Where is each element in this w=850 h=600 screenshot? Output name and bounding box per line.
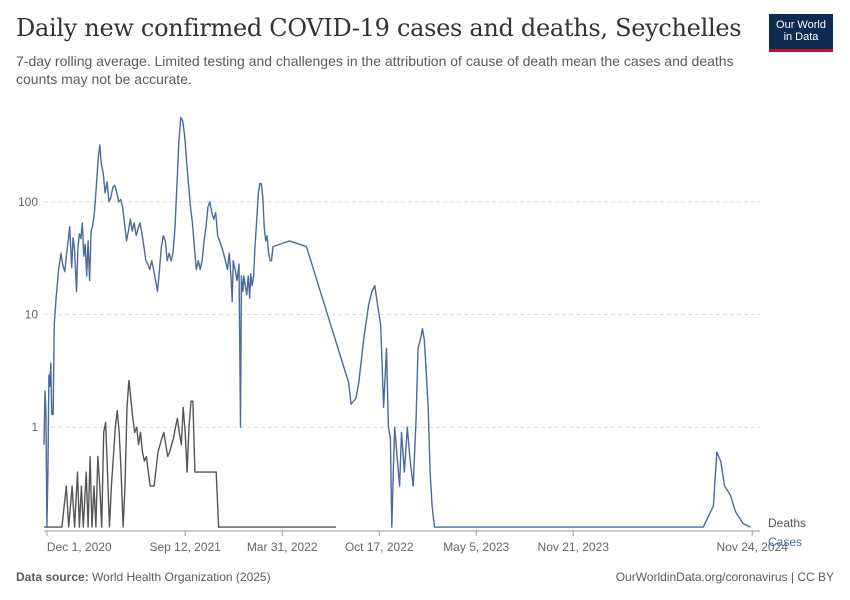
series-line-deaths <box>44 379 336 528</box>
x-tick-label: Oct 17, 2022 <box>345 540 414 554</box>
x-tick-label: Mar 31, 2022 <box>247 540 318 554</box>
y-tick-label: 100 <box>18 195 38 209</box>
logo-line-1: Our World <box>776 19 826 31</box>
x-tick-label: Nov 21, 2023 <box>538 540 610 554</box>
legend-label-deaths: Deaths <box>768 516 806 530</box>
x-tick-label: May 5, 2023 <box>443 540 509 554</box>
chart-area: 1 10 100 Dec 1, 2020 Sep 12, 2021 Mar 31, 202… <box>18 116 806 554</box>
chart-subtitle: 7-day rolling average. Limited testing a… <box>16 53 734 87</box>
x-tick-label: Nov 24, 2024 <box>717 540 789 554</box>
data-source-label: Data source: <box>16 570 89 584</box>
data-source: Data source: World Health Organization (… <box>16 570 271 584</box>
legend-label-cases: Cases <box>768 535 802 549</box>
series-line-cases <box>43 116 751 528</box>
x-tick-label: Dec 1, 2020 <box>47 540 112 554</box>
y-tick-label: 10 <box>25 308 39 322</box>
data-source-value[interactable]: World Health Organization (2025) <box>92 570 271 584</box>
chart-title: Daily new confirmed COVID-19 cases and d… <box>16 14 742 42</box>
x-tick-label: Sep 12, 2021 <box>149 540 221 554</box>
logo-line-2: in Data <box>783 31 819 43</box>
owid-logo[interactable]: Our World in Data <box>769 14 833 52</box>
y-tick-label: 1 <box>31 420 38 434</box>
footer-link[interactable]: OurWorldinData.org/coronavirus | CC BY <box>615 570 834 584</box>
